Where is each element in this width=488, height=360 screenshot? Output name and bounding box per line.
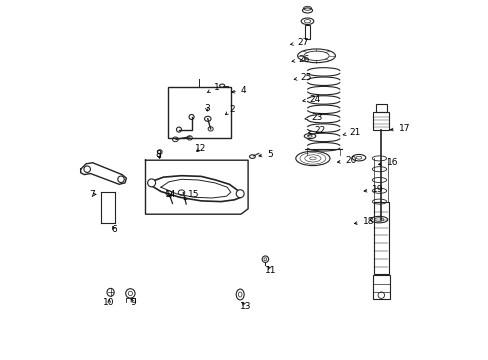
Text: 27: 27	[290, 38, 308, 47]
Bar	[375, 104, 386, 112]
Text: 25: 25	[294, 73, 311, 82]
Text: 18: 18	[354, 217, 373, 226]
Text: 26: 26	[291, 55, 309, 64]
Text: 11: 11	[265, 266, 276, 275]
Text: 13: 13	[240, 302, 251, 311]
Polygon shape	[145, 160, 247, 214]
Text: 5: 5	[258, 150, 272, 159]
Text: 23: 23	[305, 112, 322, 122]
Bar	[373, 112, 388, 130]
Ellipse shape	[147, 179, 155, 187]
Text: 2: 2	[225, 105, 235, 115]
Text: 19: 19	[363, 185, 383, 194]
Bar	[372, 275, 389, 299]
Bar	[304, 25, 310, 39]
Text: 12: 12	[194, 144, 206, 153]
Bar	[168, 87, 231, 138]
Text: 7: 7	[89, 190, 96, 199]
Text: 1: 1	[207, 83, 219, 93]
Text: 6: 6	[111, 225, 117, 234]
Text: 14: 14	[164, 190, 176, 199]
Text: 4: 4	[231, 86, 246, 95]
Text: 16: 16	[378, 158, 397, 167]
Text: 17: 17	[389, 124, 409, 133]
Ellipse shape	[236, 190, 244, 198]
Text: 10: 10	[103, 298, 115, 307]
Text: 9: 9	[130, 298, 136, 307]
Text: 24: 24	[302, 95, 320, 104]
Text: 3: 3	[204, 104, 209, 113]
Text: 22: 22	[308, 126, 325, 135]
Bar	[373, 202, 387, 274]
Text: 15: 15	[183, 190, 199, 199]
Text: 20: 20	[337, 156, 356, 165]
Text: 21: 21	[343, 128, 360, 137]
Text: 8: 8	[155, 150, 161, 159]
